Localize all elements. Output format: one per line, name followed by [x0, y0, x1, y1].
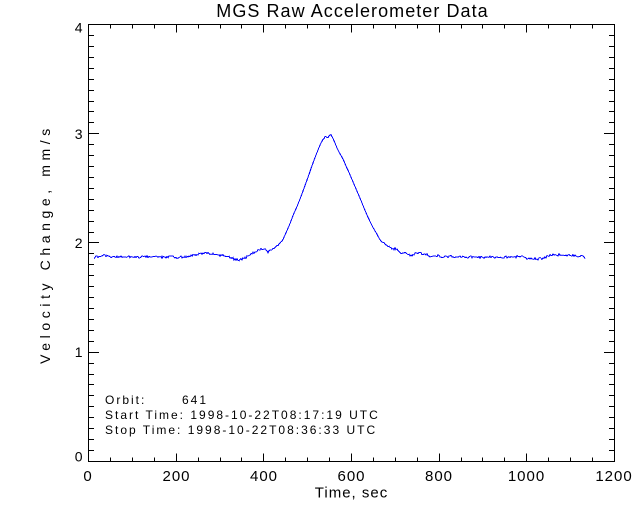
svg-text:Velocity Change, mm/s: Velocity Change, mm/s — [37, 124, 53, 364]
svg-text:Start Time: 1998-10-22T08:17:1: Start Time: 1998-10-22T08:17:19 UTC — [105, 408, 380, 422]
svg-text:Orbit:: Orbit: — [105, 393, 146, 407]
svg-text:1200: 1200 — [595, 468, 632, 485]
svg-text:MGS Raw Accelerometer Data: MGS Raw Accelerometer Data — [216, 1, 488, 21]
svg-text:400: 400 — [250, 468, 278, 485]
svg-text:200: 200 — [162, 468, 190, 485]
svg-text:1: 1 — [75, 344, 83, 360]
svg-text:Time, sec: Time, sec — [315, 485, 388, 502]
svg-text:1000: 1000 — [508, 468, 545, 485]
svg-text:600: 600 — [337, 468, 365, 485]
svg-text:800: 800 — [425, 468, 453, 485]
svg-text:Stop Time: 1998-10-22T08:36:33: Stop Time: 1998-10-22T08:36:33 UTC — [105, 423, 377, 437]
svg-text:2: 2 — [75, 235, 83, 251]
svg-text:4: 4 — [75, 19, 83, 35]
svg-text:641: 641 — [182, 393, 208, 407]
svg-text:0: 0 — [75, 449, 83, 465]
svg-text:0: 0 — [83, 468, 92, 485]
svg-text:3: 3 — [75, 126, 83, 142]
